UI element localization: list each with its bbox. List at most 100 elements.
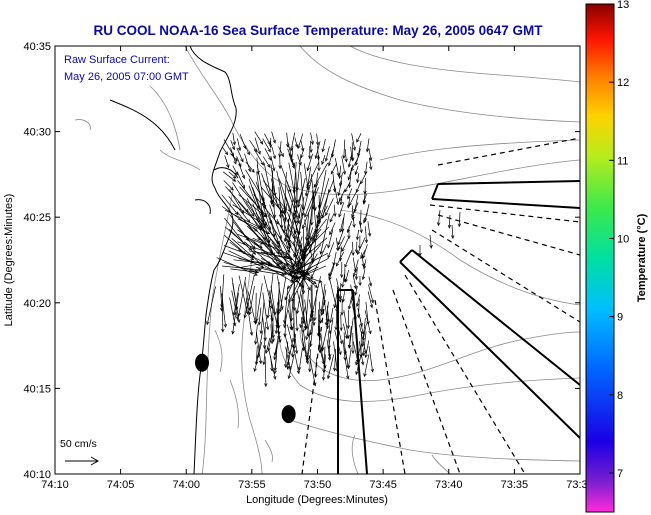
- current-vector: [451, 224, 454, 239]
- current-vector-head: [268, 156, 272, 161]
- current-vector: [312, 220, 320, 264]
- current-vector-head: [250, 256, 255, 261]
- current-vector-head: [369, 166, 373, 171]
- annotation-line-2: May 26, 2005 07:00 GMT: [64, 71, 189, 83]
- current-vector: [298, 196, 305, 235]
- current-vector-head: [354, 276, 359, 281]
- current-vector: [298, 348, 303, 371]
- current-vector: [230, 268, 259, 273]
- current-vector-head: [364, 239, 369, 244]
- current-vector: [339, 172, 343, 186]
- current-vector: [288, 354, 295, 379]
- current-vector: [257, 331, 263, 358]
- current-vector-head: [258, 360, 263, 365]
- current-vector-head: [272, 155, 277, 160]
- current-vector-head: [270, 201, 274, 206]
- current-vector: [348, 154, 352, 168]
- plot-area: [55, 46, 580, 474]
- current-vector-head: [325, 212, 329, 217]
- current-vector: [306, 329, 311, 362]
- current-vector-head: [351, 252, 355, 256]
- current-vector-head: [328, 276, 332, 281]
- current-vector: [224, 235, 247, 255]
- current-vector-head: [337, 192, 341, 197]
- current-vector-head: [334, 326, 338, 331]
- current-vector-head: [296, 214, 301, 219]
- current-vector-head: [263, 337, 267, 342]
- current-vector-head: [355, 236, 360, 241]
- current-vector-head: [335, 262, 340, 267]
- current-vector-head: [294, 350, 299, 355]
- current-vector-head: [265, 326, 270, 331]
- current-vector-head: [267, 141, 271, 146]
- current-vector: [308, 299, 315, 326]
- current-vector-head: [344, 263, 348, 268]
- current-vector: [351, 300, 357, 320]
- x-axis-label: Longitude (Degrees:Minutes): [246, 494, 388, 506]
- current-vector-head: [370, 299, 375, 304]
- current-vector: [295, 186, 298, 224]
- current-vector: [269, 204, 282, 239]
- current-vector: [365, 302, 369, 325]
- current-vector: [236, 147, 244, 162]
- current-vector-head: [335, 308, 339, 313]
- current-vector-head: [321, 161, 325, 166]
- colorbar-tick-label: 10: [617, 233, 629, 245]
- current-vector-head: [306, 167, 310, 172]
- current-vector: [312, 190, 317, 232]
- current-vector: [238, 163, 245, 179]
- current-vector-head: [321, 376, 326, 381]
- current-vector-head: [306, 356, 310, 361]
- current-vector: [287, 148, 295, 167]
- current-vector: [331, 139, 336, 158]
- current-vector-head: [292, 307, 297, 312]
- current-vector: [361, 252, 365, 267]
- current-vector: [284, 315, 287, 337]
- current-vector: [262, 217, 280, 248]
- current-vector: [458, 211, 461, 227]
- current-vector-head: [232, 141, 236, 146]
- current-vector: [448, 214, 451, 228]
- current-vector-head: [336, 201, 340, 206]
- current-vector: [280, 225, 305, 262]
- current-vector-head: [313, 382, 317, 387]
- current-vector-head: [270, 367, 274, 372]
- current-vector: [244, 153, 251, 172]
- current-vector: [310, 313, 314, 335]
- current-vector-head: [269, 144, 273, 149]
- current-vector: [265, 337, 271, 354]
- current-vector: [255, 345, 258, 365]
- current-vector: [270, 356, 273, 372]
- current-vector-head: [360, 180, 364, 185]
- current-vector: [368, 276, 372, 286]
- current-vector: [340, 194, 343, 205]
- current-vector: [286, 186, 300, 224]
- current-vector-head: [259, 330, 263, 335]
- current-vector: [224, 155, 230, 168]
- current-vector-head: [362, 265, 367, 270]
- current-vector-head: [306, 184, 310, 189]
- current-vector: [283, 203, 288, 233]
- current-vector: [260, 251, 293, 260]
- current-vector: [270, 178, 279, 208]
- current-vector: [305, 166, 312, 196]
- current-vector: [228, 250, 264, 268]
- current-vector: [222, 146, 228, 155]
- current-vector: [364, 310, 371, 334]
- current-vector-head: [353, 208, 357, 213]
- current-vector: [311, 194, 314, 226]
- current-vector-head: [266, 243, 270, 248]
- current-vector-head: [254, 340, 258, 345]
- current-vector: [271, 146, 276, 159]
- current-vector: [344, 148, 347, 162]
- current-vector: [295, 308, 298, 331]
- current-vector-head: [287, 245, 291, 250]
- current-vector-head: [247, 307, 251, 312]
- current-vector-head: [246, 151, 250, 156]
- current-vector: [233, 284, 240, 316]
- current-vector-head: [255, 270, 260, 274]
- current-vector: [245, 201, 265, 229]
- current-vector: [303, 228, 322, 251]
- current-vector: [320, 334, 323, 352]
- current-vector: [326, 339, 331, 361]
